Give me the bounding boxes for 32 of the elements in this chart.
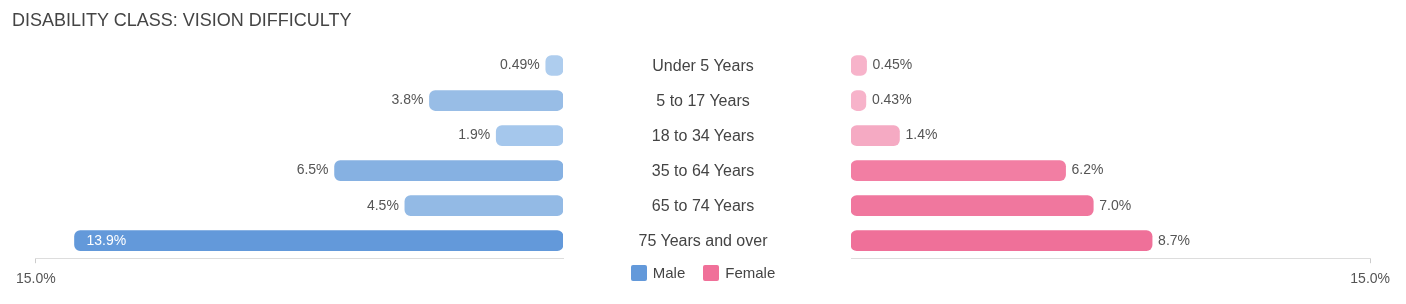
legend-label: Female (725, 264, 776, 282)
data-label: 3.8% (391, 91, 424, 108)
bar (851, 160, 1066, 181)
legend-label: Male (652, 264, 686, 282)
y-tick-label: 5 to 17 Years (644, 89, 762, 112)
bar (851, 125, 900, 146)
bar (851, 195, 1094, 216)
y-tick-label: 18 to 34 Years (639, 124, 767, 147)
data-label: 0.49% (500, 56, 540, 73)
y-tick-label: Under 5 Years (640, 54, 766, 77)
data-label: 4.5% (366, 196, 399, 213)
data-label: 7.0% (1099, 196, 1132, 213)
bar (851, 230, 1153, 252)
data-label: 1.4% (905, 126, 938, 143)
data-label: 0.43% (871, 91, 912, 108)
data-label: 0.45% (872, 56, 913, 73)
y-tick-label: 65 to 74 Years (639, 194, 767, 217)
data-label: 8.7% (1158, 231, 1191, 248)
bar (495, 125, 563, 146)
x-tick-label: 15.0% (1350, 270, 1390, 287)
data-label: 6.5% (296, 161, 329, 178)
data-label: 6.2% (1071, 161, 1104, 178)
x-tick-label: 15.0% (16, 270, 56, 287)
data-label: 13.9% (86, 231, 127, 248)
bar (429, 90, 563, 111)
y-tick-label: 35 to 64 Years (639, 159, 767, 182)
bar (404, 195, 563, 216)
y-tick-label: 75 Years and over (626, 229, 780, 252)
bar (334, 160, 563, 181)
data-label: 1.9% (458, 126, 491, 143)
bar (74, 230, 563, 252)
chart-title: DISABILITY CLASS: VISION DIFFICULTY (11, 9, 353, 32)
